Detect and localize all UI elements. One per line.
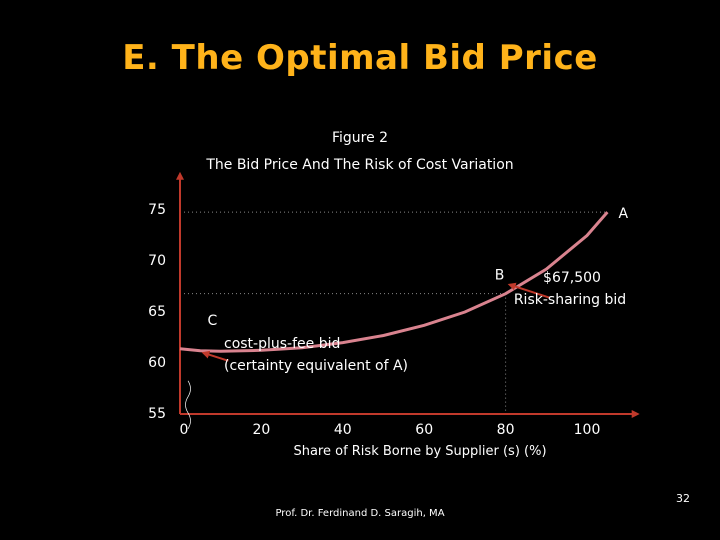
point-label-b: B	[495, 268, 505, 284]
arrow-to-b	[507, 282, 550, 299]
x-tick-label: 60	[415, 422, 433, 438]
footer-author: Prof. Dr. Ferdinand D. Saragih, MA	[275, 508, 445, 519]
slide-title: E. The Optimal Bid Price	[122, 38, 598, 78]
x-tick-labels: 0 20 40 60 80 100	[180, 422, 601, 438]
slide-number: 32	[676, 492, 690, 505]
annotation-arrows	[185, 282, 550, 429]
figure-subtitle: The Bid Price And The Risk of Cost Varia…	[206, 157, 514, 173]
annotation-text: $67,500	[543, 270, 601, 286]
x-axis-label: Share of Risk Borne by Supplier (s) (%)	[293, 444, 546, 459]
bid-price-curve	[179, 211, 609, 353]
point-labels: A B C	[207, 206, 628, 329]
chart-axes	[176, 171, 640, 418]
figure-label: Figure 2	[331, 130, 389, 146]
annotation-labels: $67,500 Risk-sharing bid cost-plus-fee bid…	[224, 270, 626, 374]
brace-mark	[185, 380, 191, 429]
y-tick-label: 75	[148, 202, 166, 218]
y-tick-label: 65	[148, 304, 166, 320]
reference-lines	[180, 211, 608, 414]
y-tick-label: 55	[148, 406, 166, 422]
x-tick-label: 40	[334, 422, 352, 438]
y-tick-label: 60	[148, 355, 166, 371]
annotation-text: Risk-sharing bid	[514, 292, 626, 308]
annotation-text: cost-plus-fee bid	[224, 336, 340, 352]
arrow-to-c	[201, 350, 229, 362]
x-tick-label: 100	[574, 422, 601, 438]
x-tick-label: 20	[252, 422, 270, 438]
x-tick-label: 0	[180, 422, 189, 438]
point-label-a: A	[619, 206, 629, 222]
x-tick-label: 80	[497, 422, 515, 438]
y-tick-labels: 55 60 65 70 75	[148, 202, 166, 422]
annotation-text: (certainty equivalent of A)	[224, 358, 408, 374]
y-tick-label: 70	[148, 253, 166, 269]
point-label-c: C	[207, 313, 217, 329]
